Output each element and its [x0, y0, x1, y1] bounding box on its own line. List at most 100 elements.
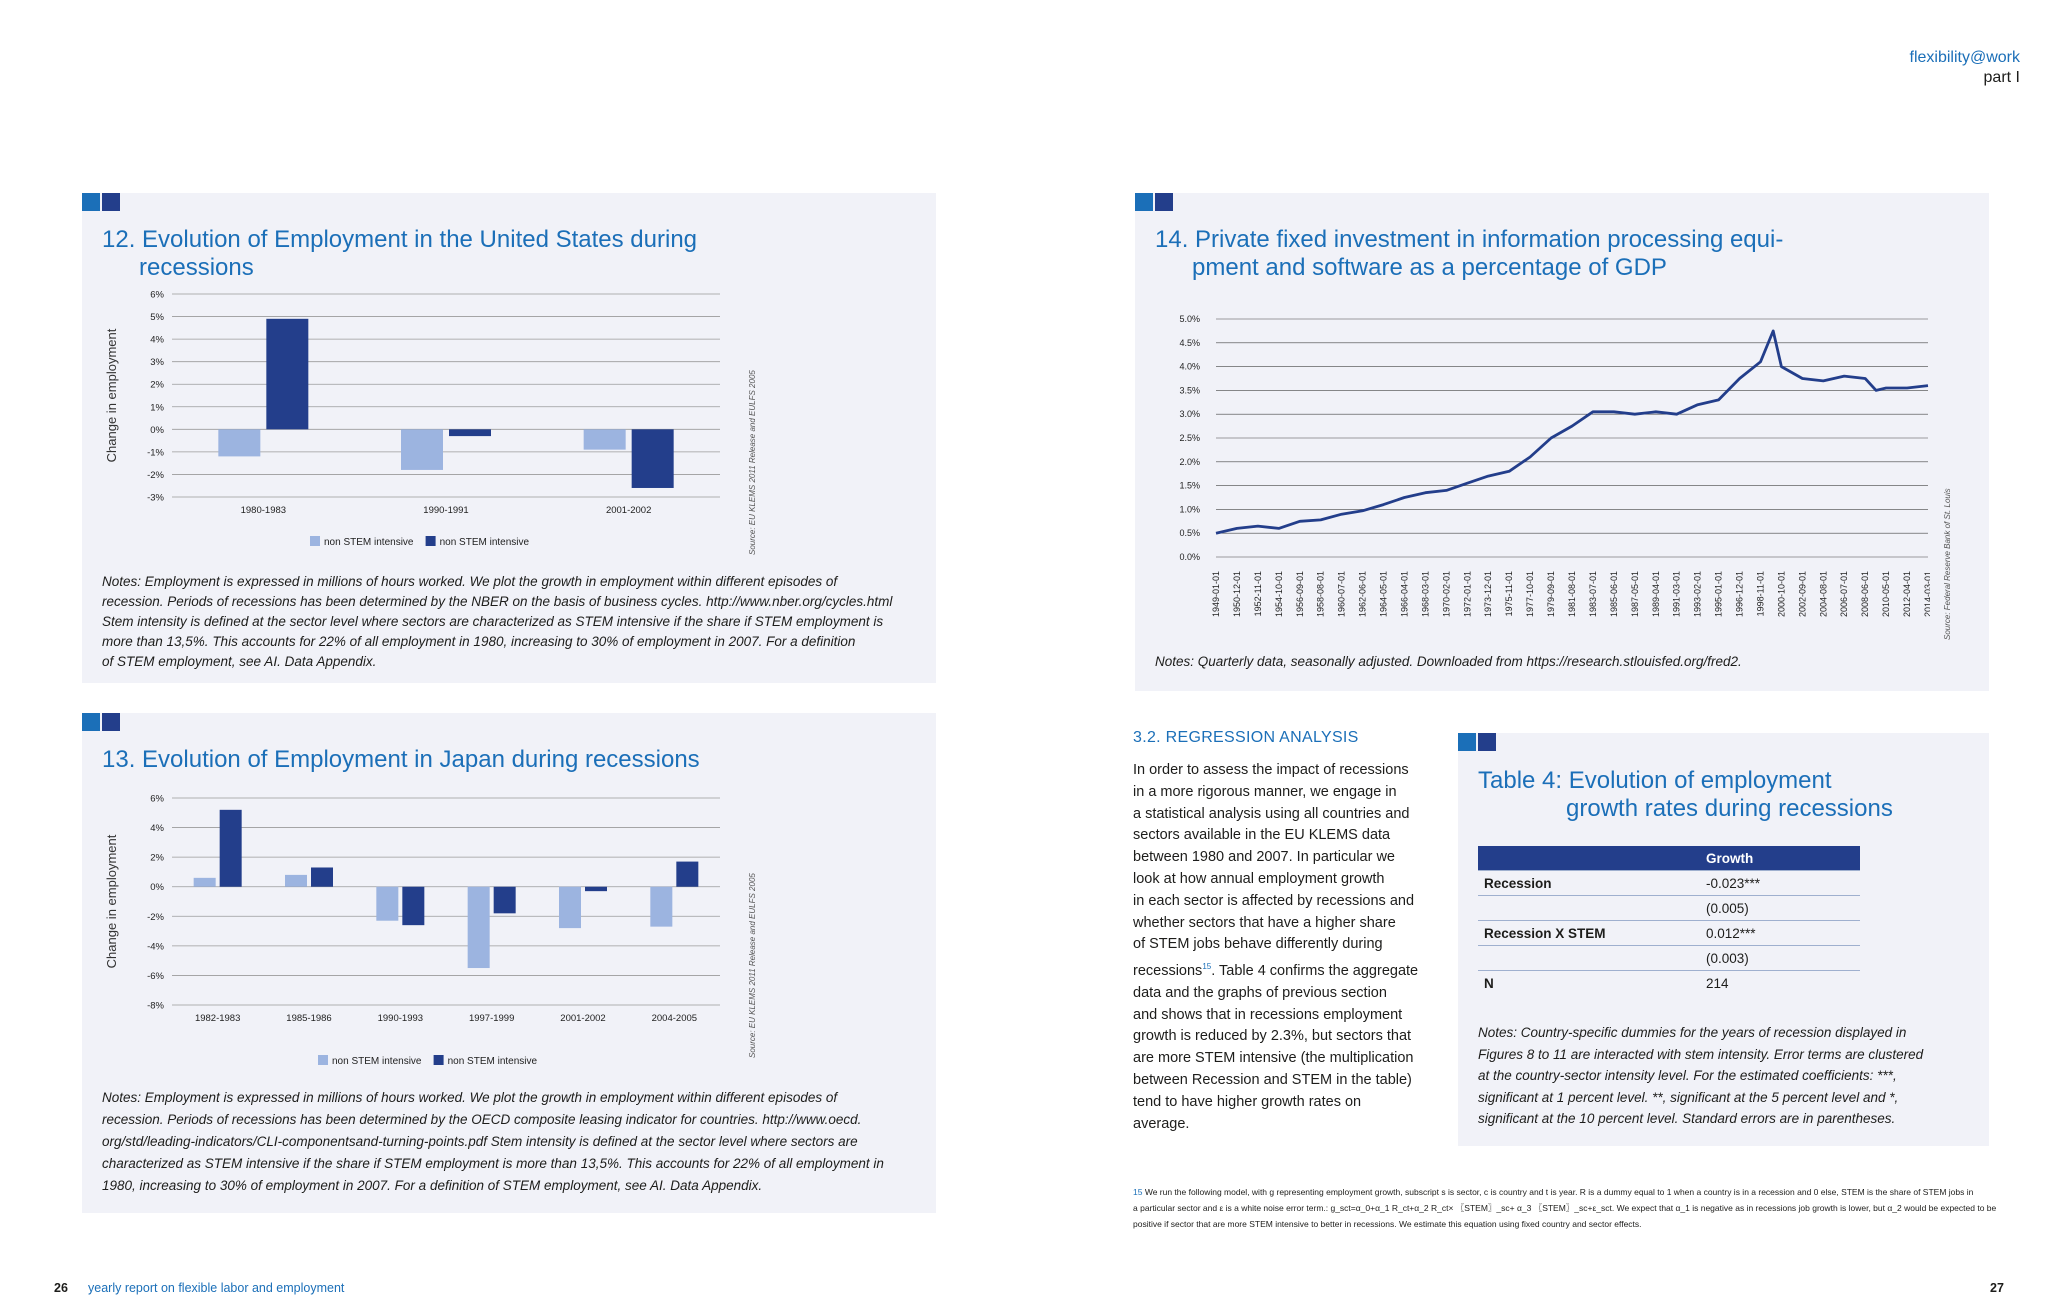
legend-label: non STEM intensive	[440, 537, 530, 548]
bar	[218, 429, 261, 457]
y-tick-label: 3.5%	[1179, 385, 1200, 395]
y-tick-label: 5%	[150, 312, 164, 323]
table-header-empty	[1478, 846, 1700, 871]
footnote-line: a particular sector and ε is a white noi…	[1133, 1203, 1997, 1213]
y-tick-label: 6%	[150, 794, 164, 805]
y-tick-label: 0%	[150, 425, 164, 436]
bar	[402, 886, 425, 926]
x-tick-label: 1990-1991	[423, 505, 468, 516]
bar	[467, 886, 490, 969]
footer-title: yearly report on flexible labor and empl…	[88, 1281, 345, 1295]
figure-13-notes: Notes: Employment is expressed in millio…	[102, 1087, 884, 1197]
figure-number: 13.	[102, 746, 136, 773]
body-line: data and the graphs of previous section	[1133, 984, 1387, 1001]
title-line: Evolution of Employment in the United St…	[142, 226, 698, 253]
header-line2: part I	[1983, 69, 2020, 86]
row-value: 214	[1706, 975, 1729, 991]
footnote-line: positive if sector that are more STEM in…	[1133, 1219, 1642, 1229]
x-tick-label: 1979-09-01	[1546, 571, 1556, 617]
bar	[583, 429, 626, 450]
table-header-growth: Growth	[1700, 846, 1860, 871]
row-label	[1478, 945, 1700, 971]
x-tick-label: 1958-08-01	[1316, 571, 1326, 617]
chart-us-employment: 6% 5% 4% 3% 2% 1% 0% -1% -2% -3% 1980-1983 1990-199…	[104, 290, 720, 548]
table-4-title: Table 4: Evolution of employment growth …	[1478, 767, 1893, 823]
row-label: Recession	[1478, 870, 1700, 896]
source-note: Source: EU KLEMS 2011 Release and EULFS …	[748, 873, 757, 1058]
table-header-row: Growth	[1478, 846, 1860, 871]
title-line: Evolution of Employment in Japan during …	[142, 746, 700, 773]
body-line: are more STEM intensive (the multiplicat…	[1133, 1050, 1414, 1067]
x-tick-label: 1997-1999	[469, 1013, 514, 1024]
y-tick-label: 5.0%	[1179, 314, 1200, 324]
notes-line: characterized as STEM intensive if the s…	[102, 1156, 884, 1171]
regression-table: Growth Recession -0.023*** (0.005) Recess…	[1478, 846, 1860, 995]
y-tick-label: 1%	[150, 402, 164, 413]
y-tick-label: 4%	[150, 335, 164, 346]
y-tick-label: -1%	[147, 447, 164, 458]
y-tick-label: 4%	[150, 823, 164, 834]
figure-12-title: 12. Evolution of Employment in the Unite…	[102, 226, 697, 282]
table-row: Recession X STEM 0.012***	[1478, 920, 1860, 946]
page-number-left: 26	[54, 1281, 68, 1295]
y-tick-label: 3.0%	[1179, 409, 1200, 419]
table-row: (0.005)	[1478, 895, 1860, 921]
x-tick-label: 1985-1986	[286, 1013, 331, 1024]
figure-14-notes: Notes: Quarterly data, seasonally adjust…	[1155, 654, 1742, 669]
figure-marker-icon	[82, 713, 100, 731]
notes-line: of STEM employment, see AI. Data Appendi…	[102, 654, 377, 669]
bar	[631, 429, 674, 488]
footnote-text: We run the following model, with g repre…	[1142, 1187, 1974, 1197]
y-tick-label: 3%	[150, 357, 164, 368]
x-tick-label: 2001-2002	[560, 1013, 605, 1024]
bar	[193, 877, 216, 887]
figure-14-panel	[1135, 193, 1989, 691]
section-body: In order to assess the impact of recessi…	[1133, 760, 1418, 1135]
y-axis-label: Change in employment	[104, 834, 119, 968]
x-tick-label: 1989-04-01	[1651, 571, 1661, 617]
x-tick-label: 2004-2005	[652, 1013, 697, 1024]
footnote-ref[interactable]: 15	[1202, 962, 1212, 972]
x-tick-label: 2002-09-01	[1797, 571, 1807, 617]
x-tick-label: 1982-1983	[195, 1013, 240, 1024]
x-tick-label: 1995-01-01	[1714, 571, 1724, 617]
body-line: growth is reduced by 2.3%, but sectors t…	[1133, 1028, 1412, 1045]
x-tick-label: 1970-02-01	[1441, 571, 1451, 617]
row-label	[1478, 895, 1700, 921]
row-value: (0.003)	[1700, 945, 1860, 971]
legend-label: non STEM intensive	[448, 1056, 538, 1067]
title-line: pment and software as a percentage of GD…	[1192, 254, 1667, 281]
table-row: (0.003)	[1478, 945, 1860, 971]
y-tick-label: 2%	[150, 853, 164, 864]
notes-line: Stem intensity is defined at the sector …	[102, 614, 884, 629]
bar	[285, 874, 307, 887]
notes-line: Figures 8 to 11 are interacted with stem…	[1478, 1046, 1924, 1062]
figure-marker-icon	[1135, 193, 1153, 211]
body-line: a statistical analysis using all countri…	[1133, 805, 1410, 822]
x-tick-label: 2001-2002	[606, 505, 651, 516]
bar	[376, 886, 399, 921]
body-line: In order to assess the impact of recessi…	[1133, 762, 1409, 778]
y-tick-label: -6%	[147, 971, 164, 982]
header-line1: flexibility@work	[1909, 49, 2020, 66]
x-tick-label: 1950-12-01	[1232, 571, 1242, 617]
y-tick-label: 2%	[150, 380, 164, 391]
notes-line: Notes: Country-specific dummies for the …	[1478, 1025, 1907, 1040]
figure-marker-icon	[1458, 733, 1476, 751]
x-tick-label: 1991-03-01	[1672, 571, 1682, 617]
legend-swatch	[425, 536, 436, 546]
body-line: between 1980 and 2007. In particular we	[1133, 849, 1395, 866]
bar	[676, 861, 699, 887]
y-tick-label: -4%	[147, 941, 164, 952]
bar	[449, 429, 491, 437]
legend-swatch	[310, 536, 320, 546]
bar	[311, 867, 333, 887]
figure-number: 14.	[1155, 226, 1189, 253]
notes-line: more than 13,5%. This accounts for 22% o…	[102, 634, 856, 649]
figure-13-panel	[82, 713, 936, 1213]
running-header: flexibility@work part I	[1910, 48, 2020, 88]
body-line: in a more rigorous manner, we engage in	[1133, 783, 1397, 800]
title-line: Private fixed investment in information …	[1195, 226, 1784, 253]
y-tick-label: 0.0%	[1179, 552, 1200, 562]
body-line: tend to have higher growth rates on	[1133, 1093, 1362, 1110]
